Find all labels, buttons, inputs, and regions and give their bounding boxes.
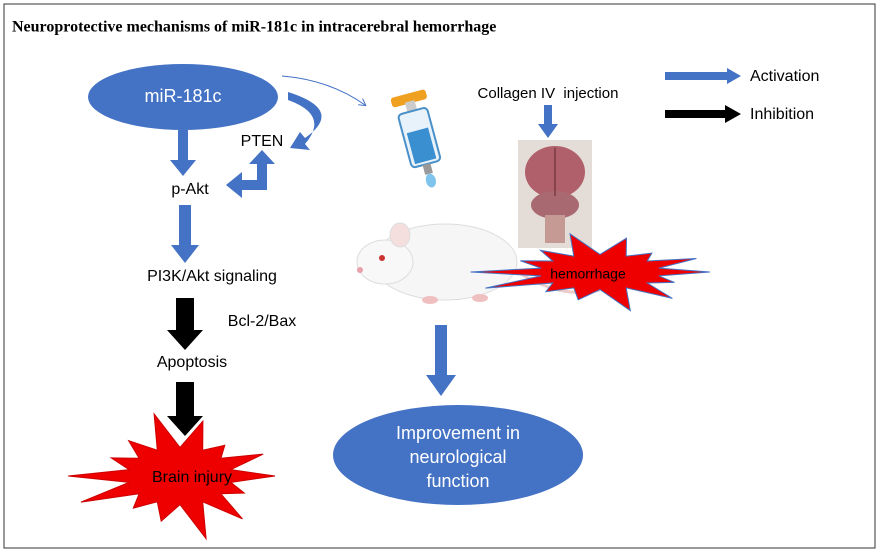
improvement-label: neurological — [409, 447, 506, 467]
legend-label: Inhibition — [750, 106, 814, 123]
collagen-label: Collagen IV injection — [478, 85, 619, 102]
pten-label: PTEN — [241, 133, 284, 150]
arrow — [426, 325, 456, 396]
arrow — [538, 105, 558, 138]
curved-arrow — [288, 92, 322, 150]
hemorrhage-label: hemorrhage — [550, 266, 626, 282]
mir-label: miR-181c — [144, 86, 221, 106]
hemorrhage-star — [470, 232, 711, 312]
arrow — [170, 130, 196, 176]
title: Neuroprotective mechanisms of miR-181c i… — [12, 19, 496, 36]
improvement-node — [333, 405, 583, 505]
connector — [281, 75, 365, 105]
apoptosis-label: Apoptosis — [157, 354, 227, 371]
improvement-label: function — [426, 471, 489, 491]
inhibition-arrow — [167, 298, 203, 350]
mouse — [356, 222, 601, 304]
inhibition-arrow — [167, 382, 203, 436]
legend-arrow — [665, 105, 741, 123]
syringe — [390, 89, 442, 188]
improvement-label: Improvement in — [396, 423, 520, 443]
legend-arrow — [665, 68, 741, 84]
pi3k-label: PI3K/Akt signaling — [147, 268, 277, 285]
bcl-label: Bcl-2/Bax — [228, 313, 296, 330]
arrow — [171, 205, 199, 263]
injury-star — [68, 412, 276, 541]
elbow-arrow — [226, 150, 275, 198]
mir-node — [88, 64, 278, 130]
injury-label: Brain injury — [152, 469, 232, 486]
brain-image — [518, 140, 592, 248]
legend-label: Activation — [750, 68, 819, 85]
pakt-label: p-Akt — [171, 181, 209, 198]
